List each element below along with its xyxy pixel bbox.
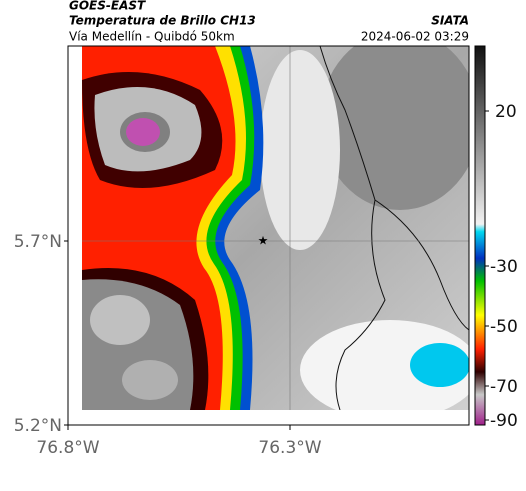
map-frame bbox=[67, 45, 470, 426]
colorbar-tick: -90 bbox=[490, 411, 518, 431]
colorbar bbox=[474, 45, 486, 426]
lat-label: 5.7°N bbox=[14, 232, 62, 252]
colorbar-tick: -70 bbox=[490, 377, 518, 397]
lon-label: 76.3°W bbox=[258, 438, 321, 458]
colorbar-tick: 20 bbox=[495, 102, 517, 122]
colorbar-ticks bbox=[485, 110, 489, 421]
lon-label: 76.8°W bbox=[36, 438, 99, 458]
title: Temperatura de Brillo CH13 bbox=[69, 14, 256, 28]
satellite-image: ★ bbox=[82, 46, 469, 410]
brand: SIATA bbox=[431, 14, 469, 28]
datetime: 2024-06-02 03:29 bbox=[361, 30, 469, 44]
lat-label: 5.2°N bbox=[14, 416, 62, 436]
svg-text:★: ★ bbox=[258, 234, 269, 248]
source: GOES-EAST bbox=[69, 0, 146, 13]
colorbar-tick: -50 bbox=[490, 317, 518, 337]
colorbar-tick: -30 bbox=[490, 257, 518, 277]
subtitle: Vía Medellín - Quibdó 50km bbox=[69, 30, 235, 44]
